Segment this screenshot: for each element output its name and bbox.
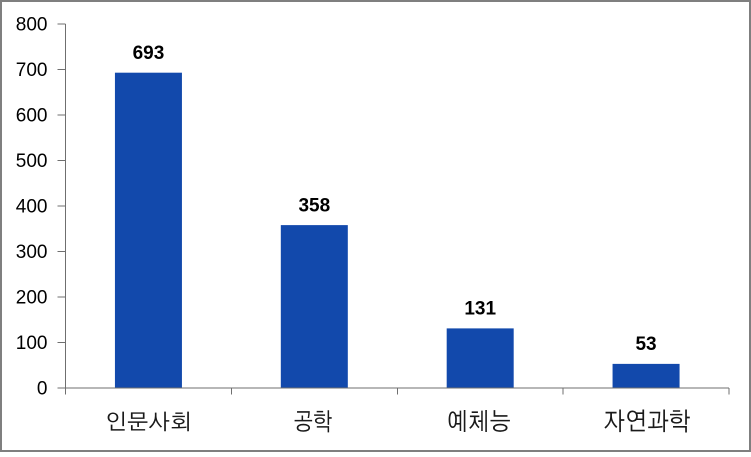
svg-text:400: 400	[16, 197, 48, 218]
svg-text:600: 600	[16, 106, 48, 127]
svg-text:131: 131	[464, 299, 496, 320]
svg-text:53: 53	[635, 334, 656, 355]
svg-text:700: 700	[16, 60, 48, 81]
svg-text:200: 200	[16, 288, 48, 309]
svg-text:358: 358	[298, 195, 330, 216]
svg-text:300: 300	[16, 242, 48, 263]
svg-text:693: 693	[133, 43, 165, 64]
svg-text:100: 100	[16, 333, 48, 354]
svg-text:800: 800	[16, 15, 48, 36]
svg-text:0: 0	[37, 379, 48, 400]
svg-text:500: 500	[16, 151, 48, 172]
